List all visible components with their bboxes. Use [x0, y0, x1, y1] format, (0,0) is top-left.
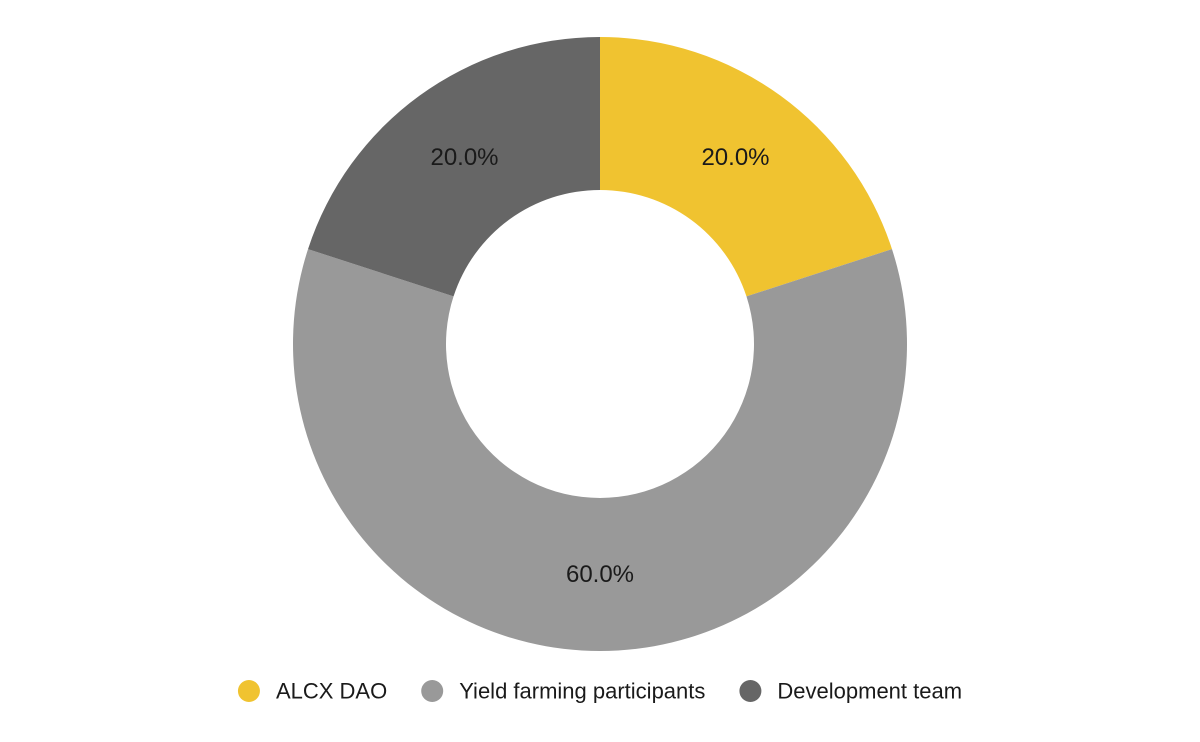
legend-label-development-team: Development team [777, 679, 962, 704]
legend-item-alcx-dao: ALCX DAO [237, 679, 387, 704]
legend-item-yield-farming-participants: Yield farming participants [421, 679, 705, 704]
donut-slices [292, 37, 907, 651]
legend-marker-development-team [739, 680, 762, 702]
slice-alcx-dao [600, 37, 892, 297]
legend-label-alcx-dao: ALCX DAO [276, 679, 387, 704]
slice-value-label-yield-farming-participants: 60.0% [566, 561, 634, 588]
slice-value-label-development-team: 20.0% [430, 144, 498, 171]
slice-value-label-alcx-dao: 20.0% [701, 144, 769, 171]
slice-yield-farming-participants [292, 249, 907, 651]
legend-marker-alcx-dao [237, 680, 260, 702]
legend-item-development-team: Development team [739, 679, 962, 704]
legend: ALCX DAO Yield farming participants Develo… [237, 679, 962, 704]
legend-marker-yield-farming-participants [421, 680, 444, 702]
slice-development-team [308, 37, 600, 297]
legend-label-yield-farming-participants: Yield farming participants [459, 679, 705, 704]
slice-labels: 20.0% 60.0% 20.0% [430, 144, 769, 588]
